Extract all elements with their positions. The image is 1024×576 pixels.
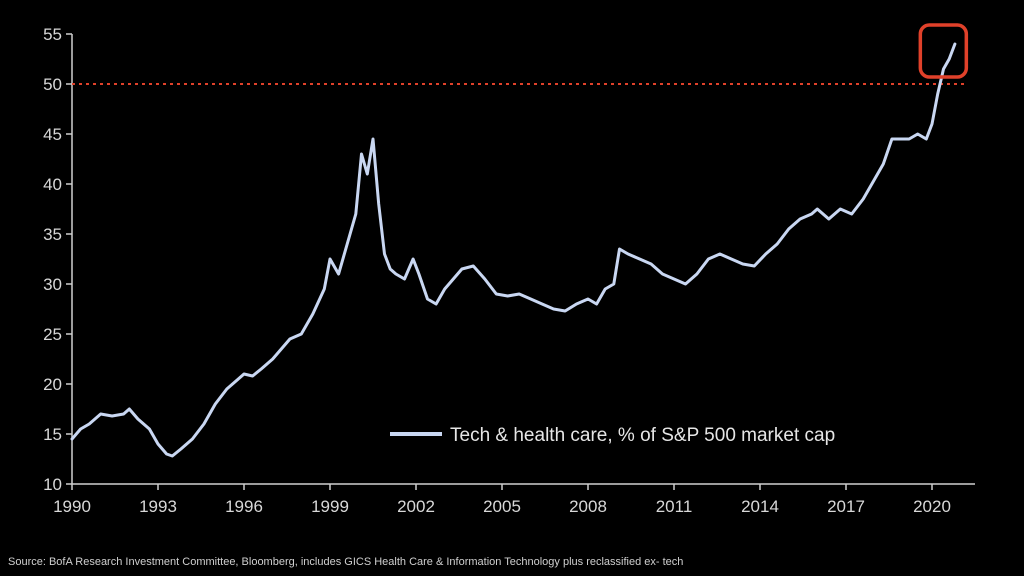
y-tick-label: 25 (43, 325, 62, 344)
x-tick-label: 1990 (53, 497, 91, 516)
x-tick-label: 2020 (913, 497, 951, 516)
y-tick-label: 50 (43, 75, 62, 94)
y-tick-label: 35 (43, 225, 62, 244)
x-tick-label: 2002 (397, 497, 435, 516)
x-tick-label: 1999 (311, 497, 349, 516)
series-group (70, 42, 957, 458)
y-tick-label: 30 (43, 275, 62, 294)
legend: Tech & health care, % of S&P 500 market … (390, 425, 835, 446)
legend-label: Tech & health care, % of S&P 500 market … (450, 425, 835, 446)
x-tick-label: 1993 (139, 497, 177, 516)
y-tick-label: 10 (43, 475, 62, 494)
source-note: Source: BofA Research Investment Committ… (8, 556, 684, 568)
x-tick-label: 2014 (741, 497, 779, 516)
series-line (70, 42, 957, 458)
x-tick-label: 2011 (656, 497, 693, 516)
x-tick-label: 1996 (225, 497, 263, 516)
y-tick-label: 55 (43, 25, 62, 44)
x-axis: 1990 1993 1996 1999 2002 2005 2008 2011 2014 2017… (53, 483, 975, 516)
highlight-group (918, 23, 969, 79)
y-tick-label: 20 (43, 375, 62, 394)
x-tick-label: 2008 (569, 497, 607, 516)
y-tick-label: 40 (43, 175, 62, 194)
x-tick-label: 2017 (827, 497, 865, 516)
y-tick-label: 15 (43, 425, 62, 444)
y-tick-label: 45 (43, 125, 62, 144)
highlight-box (918, 23, 969, 79)
x-tick-label: 2005 (483, 497, 521, 516)
y-axis: 10 15 20 25 30 35 40 45 50 55 (43, 25, 73, 494)
